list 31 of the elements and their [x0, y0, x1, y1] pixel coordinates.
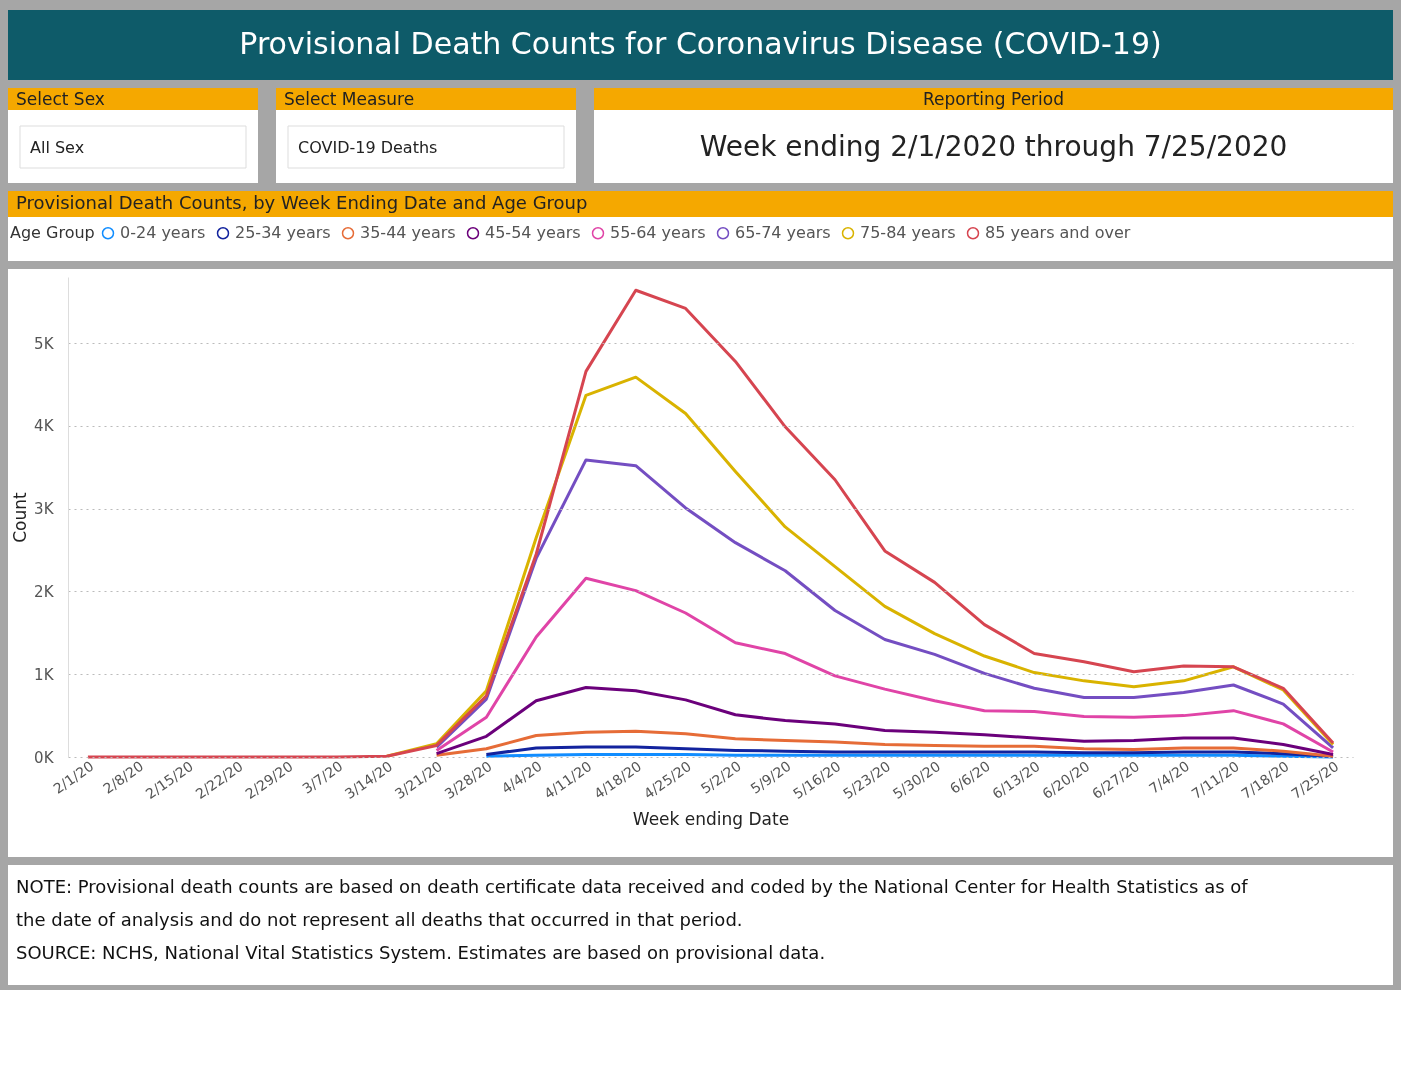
legend-label: 0-24 years — [120, 223, 206, 243]
legend-label: 75-84 years — [860, 223, 956, 243]
text: Select Sex — [16, 89, 105, 109]
chart-subtitle: Provisional Death Counts, by Week Ending Date and Age Group — [16, 192, 588, 213]
legend-label: 25-34 years — [235, 223, 331, 243]
line-series — [86, 288, 1335, 759]
legend-label: 35-44 years — [360, 223, 456, 243]
source-note: SOURCE: NCHS, National Vital Statistics System. Estimates are based on provisional data. — [16, 942, 826, 963]
legend-label: 65-74 years — [735, 223, 831, 243]
text: All Sex — [30, 138, 85, 157]
legend-label: 45-54 years — [485, 223, 581, 243]
text: Reporting Period — [922, 89, 1065, 109]
text: NOTE: Provisional death counts are based on death certificate data received and coded by the National Center for Health Statistics as of the date of analysis and do not represent all deaths that occurred in that period. — [16, 876, 1249, 930]
line-series — [435, 576, 1335, 754]
line-series — [435, 729, 1335, 758]
chart-title: Provisional Death Counts for Coronavirus Disease (COVID-19) — [239, 26, 1162, 61]
line-series — [435, 685, 1335, 757]
text: Week ending 2/1/2020 through 7/25/2020 — [699, 130, 1288, 163]
legend-title: Age Group — [10, 223, 95, 242]
y-tick-label: 5K — [34, 334, 55, 353]
x-axis-title: Week ending Date — [632, 808, 790, 829]
y-axis-title: Count — [10, 491, 31, 543]
y-tick-label: 1K — [34, 665, 55, 684]
y-tick-label: 4K — [34, 417, 55, 436]
y-tick-label: 0K — [34, 748, 55, 767]
legend-label: 55-64 years — [610, 223, 706, 243]
y-tick-label: 3K — [34, 500, 55, 519]
y-tick-label: 2K — [34, 582, 55, 601]
text: COVID-19 Deaths — [298, 138, 438, 157]
legend-label: 85 years and over — [985, 223, 1131, 243]
text: Select Measure — [284, 89, 415, 109]
